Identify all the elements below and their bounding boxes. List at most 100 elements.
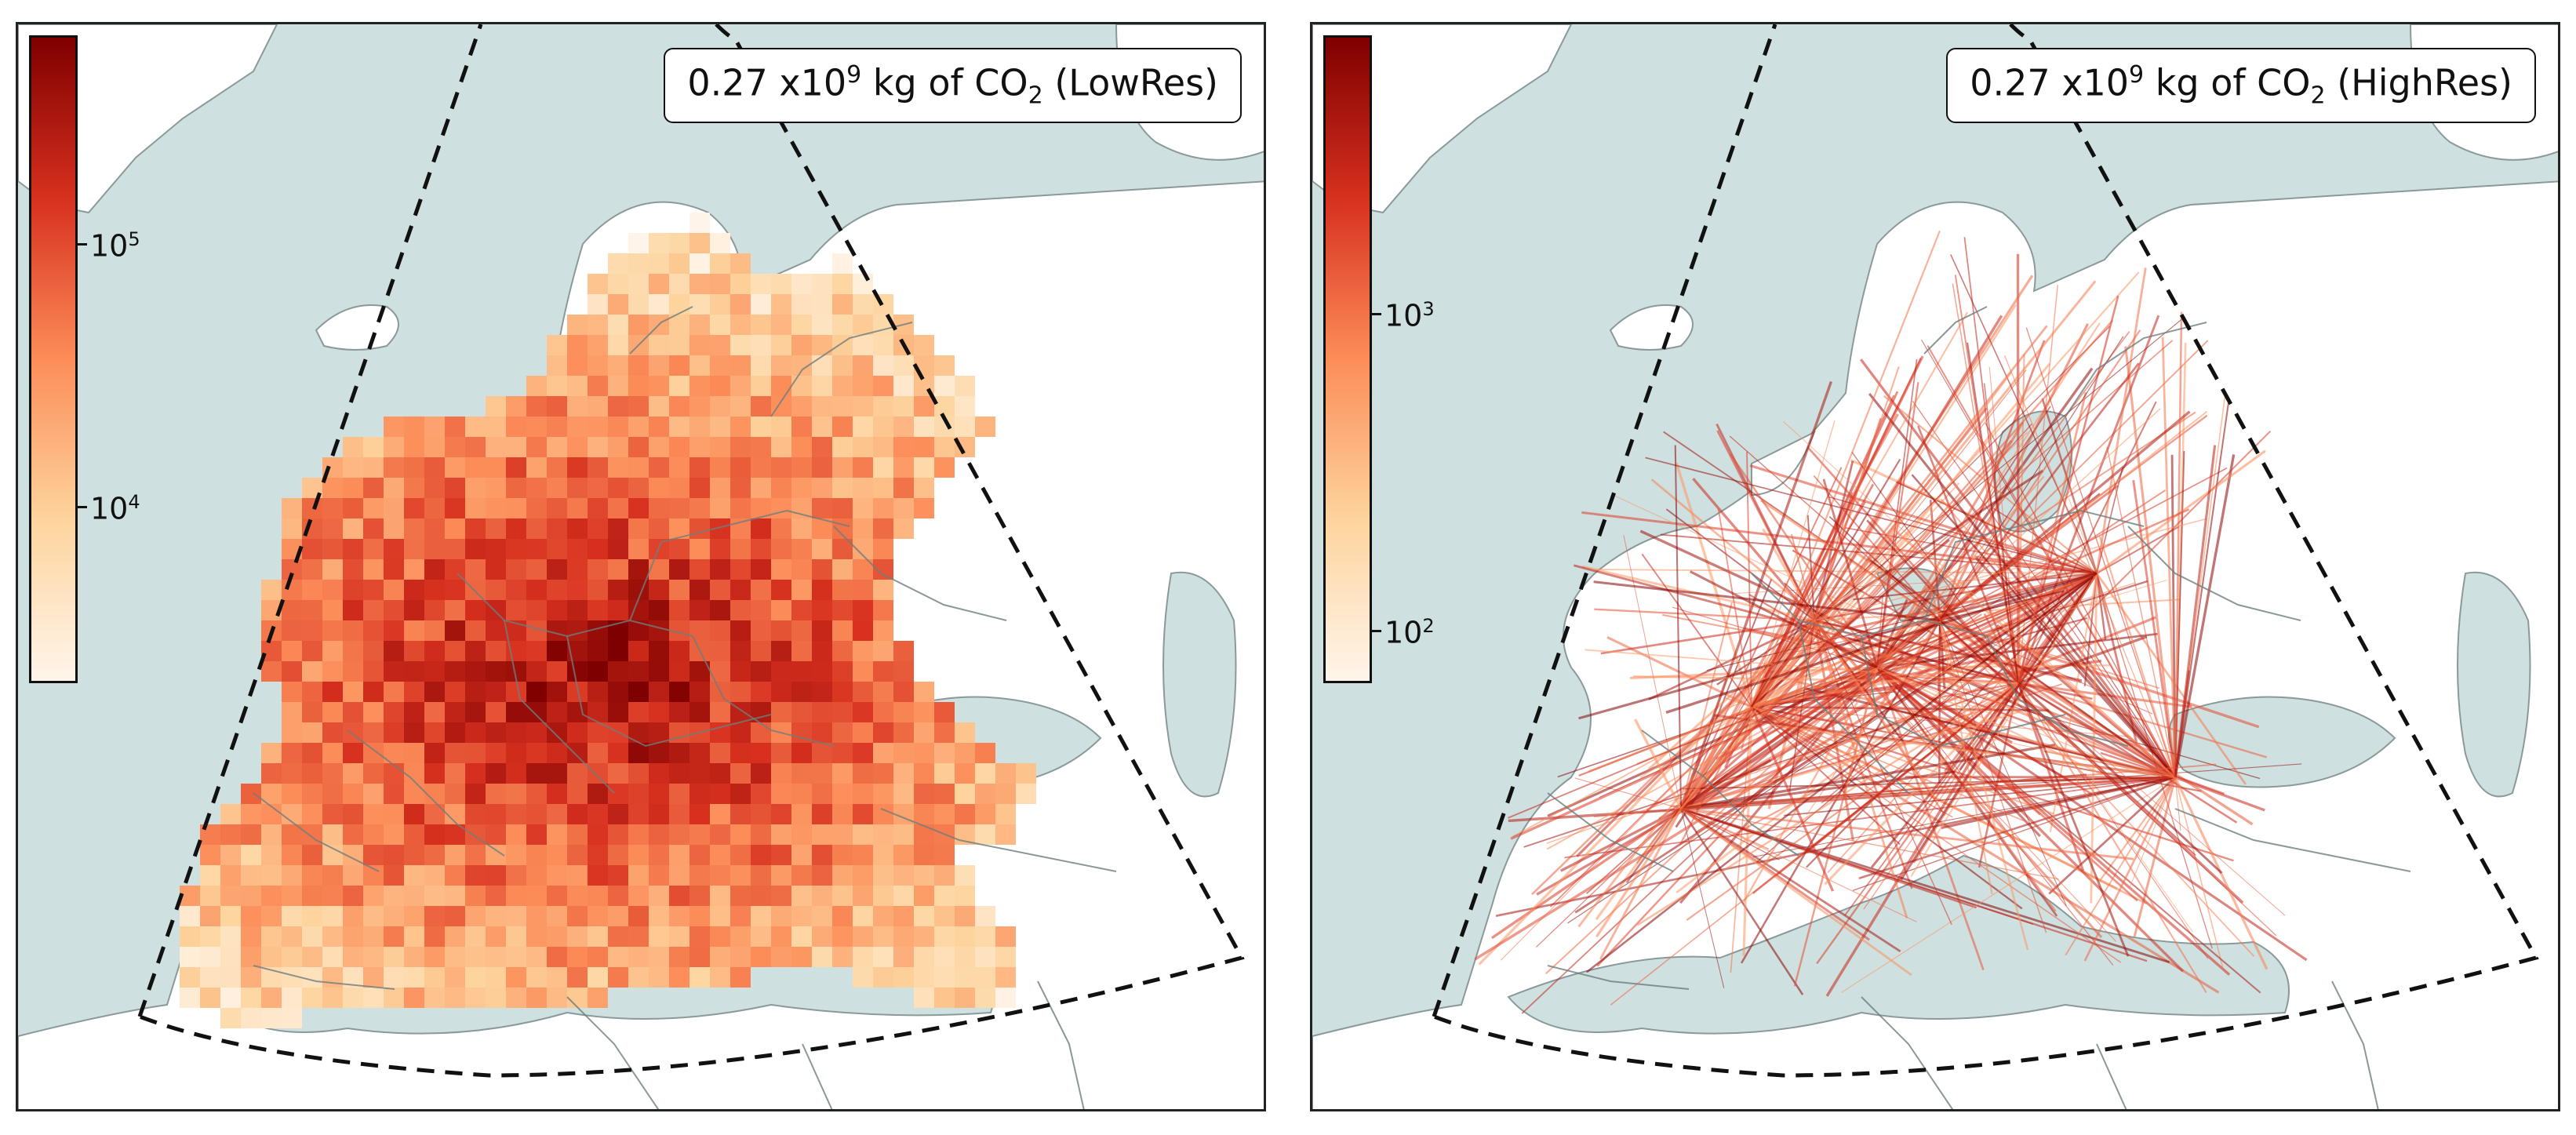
emission-cell bbox=[384, 620, 404, 641]
emission-cell bbox=[506, 824, 526, 845]
emission-cell bbox=[506, 865, 526, 886]
emission-cell bbox=[771, 865, 791, 886]
emission-cell bbox=[914, 906, 934, 926]
emission-cell bbox=[669, 253, 689, 274]
emission-cell bbox=[302, 784, 322, 804]
flight-track bbox=[1510, 572, 2098, 840]
country-border bbox=[692, 635, 835, 747]
emission-cell bbox=[220, 824, 241, 845]
emission-cell bbox=[689, 498, 710, 518]
emission-cell bbox=[465, 580, 486, 600]
flight-track bbox=[2083, 777, 2177, 962]
flight-track bbox=[1749, 464, 2098, 575]
emission-cell bbox=[363, 824, 384, 845]
emission-cell bbox=[261, 661, 282, 682]
flight-track bbox=[1784, 582, 1878, 668]
emission-cell bbox=[384, 763, 404, 784]
emission-cell bbox=[832, 457, 853, 478]
country-border bbox=[2331, 980, 2379, 1109]
emission-cell bbox=[791, 682, 812, 702]
emission-layer bbox=[1474, 230, 2308, 1014]
emission-cell bbox=[261, 763, 282, 784]
emission-cell bbox=[302, 539, 322, 559]
emission-cell bbox=[363, 600, 384, 620]
flight-track bbox=[1910, 573, 2098, 878]
domain-boundary bbox=[1432, 24, 2539, 1078]
emission-cell bbox=[812, 437, 832, 457]
emission-cell bbox=[567, 824, 588, 845]
emission-cell bbox=[893, 437, 914, 457]
flight-track bbox=[1824, 682, 2020, 886]
emission-cell bbox=[669, 274, 689, 294]
emission-cell bbox=[588, 682, 608, 702]
emission-cell bbox=[567, 498, 588, 518]
emission-cell bbox=[588, 906, 608, 926]
emission-cell bbox=[873, 722, 893, 743]
emission-cell bbox=[588, 274, 608, 294]
emission-cell bbox=[853, 335, 873, 355]
emission-cell bbox=[751, 396, 771, 417]
emission-cell bbox=[995, 763, 1016, 784]
flight-track bbox=[1743, 667, 1879, 903]
emission-cell bbox=[710, 498, 730, 518]
emission-cell bbox=[424, 722, 445, 743]
emission-cell bbox=[853, 315, 873, 335]
emission-cell bbox=[812, 498, 832, 518]
emission-cell bbox=[506, 906, 526, 926]
emission-cell bbox=[669, 804, 689, 824]
map-lowres bbox=[18, 24, 1264, 1109]
emission-cell bbox=[220, 804, 241, 824]
emission-cell bbox=[812, 743, 832, 763]
flight-track bbox=[1680, 540, 1911, 809]
emission-cell bbox=[812, 784, 832, 804]
emission-cell bbox=[893, 518, 914, 539]
emission-cell bbox=[588, 315, 608, 335]
emission-cell bbox=[567, 376, 588, 396]
emission-cell bbox=[486, 682, 506, 702]
emission-cell bbox=[812, 865, 832, 886]
emission-cell bbox=[751, 437, 771, 457]
emission-cell bbox=[465, 641, 486, 661]
emission-cell bbox=[649, 865, 669, 886]
emission-cell bbox=[384, 947, 404, 967]
emission-cell bbox=[363, 804, 384, 824]
emission-cell bbox=[486, 967, 506, 988]
emission-cell bbox=[241, 865, 261, 886]
flight-track bbox=[1680, 808, 1780, 860]
emission-cell bbox=[791, 478, 812, 498]
emission-cell bbox=[608, 600, 628, 620]
emission-cell bbox=[832, 620, 853, 641]
emission-cell bbox=[649, 702, 669, 722]
emission-cell bbox=[322, 661, 343, 682]
emission-cell bbox=[404, 906, 424, 926]
emission-cell bbox=[710, 294, 730, 315]
emission-cell bbox=[649, 641, 669, 661]
emission-cell bbox=[588, 498, 608, 518]
emission-cell bbox=[445, 967, 465, 988]
emission-cell bbox=[608, 274, 628, 294]
emission-cell bbox=[791, 661, 812, 682]
emission-cell bbox=[771, 661, 791, 682]
emission-cell bbox=[608, 967, 628, 988]
emission-cell bbox=[710, 763, 730, 784]
emission-cell bbox=[771, 417, 791, 437]
flight-track bbox=[1680, 807, 1901, 953]
emission-cell bbox=[873, 682, 893, 702]
emission-cell bbox=[200, 906, 220, 926]
emission-cell bbox=[220, 865, 241, 886]
colorbar-tick-mark bbox=[78, 243, 87, 246]
emission-cell bbox=[588, 926, 608, 947]
flight-track bbox=[2018, 430, 2272, 684]
emission-cell bbox=[689, 784, 710, 804]
emission-cell bbox=[363, 661, 384, 682]
emission-cell bbox=[588, 804, 608, 824]
emission-cell bbox=[200, 967, 220, 988]
emission-cell bbox=[282, 784, 302, 804]
flight-track bbox=[1814, 518, 2206, 621]
emission-cell bbox=[608, 763, 628, 784]
emission-cell bbox=[1016, 763, 1036, 784]
emission-cell bbox=[261, 824, 282, 845]
emission-cell bbox=[567, 620, 588, 641]
emission-cell bbox=[689, 620, 710, 641]
emission-cell bbox=[628, 518, 649, 539]
